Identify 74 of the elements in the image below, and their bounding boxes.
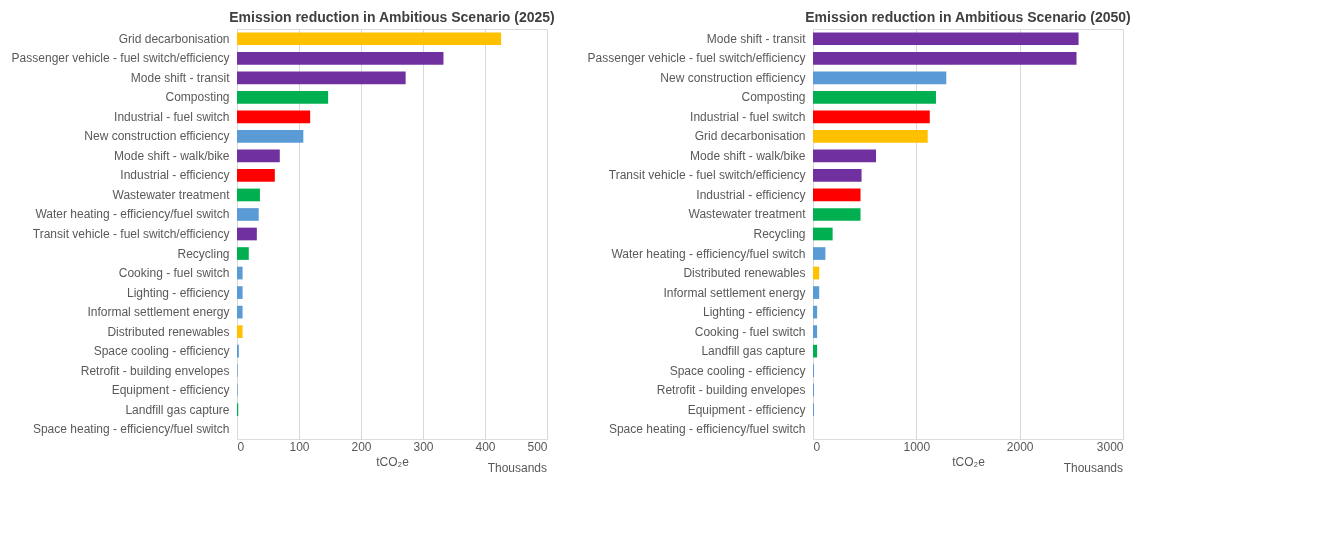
bar (237, 169, 275, 182)
x-tick-label: 0 (237, 439, 245, 454)
y-tick-label: Wastewater treatment (112, 187, 231, 202)
y-tick-label: Grid decarbonisation (694, 129, 806, 144)
y-tick-label: New construction efficiency (84, 129, 230, 144)
bar (237, 51, 444, 65)
y-tick-label: Retrofit - building envelopes (656, 383, 806, 398)
y-tick-label: Composting (741, 90, 806, 105)
y-tick-label: Cooking - fuel switch (118, 266, 230, 281)
y-tick-label: Informal settlement energy (663, 285, 806, 300)
bar (237, 149, 280, 163)
y-tick-label: Retrofit - building envelopes (80, 363, 230, 378)
y-tick-label: Cooking - fuel switch (694, 324, 806, 339)
bar (237, 90, 329, 104)
bar (237, 247, 249, 260)
y-tick-label: Industrial - efficiency (696, 187, 806, 202)
bar (237, 305, 243, 319)
x-tick-label: 0 (813, 439, 821, 454)
x-tick-label: 400 (475, 439, 496, 454)
text: Thousands (487, 461, 547, 475)
bar (237, 188, 260, 202)
y-tick-label: Water heating - efficiency/fuel switch (35, 207, 230, 222)
y-tick-label: Equipment - efficiency (111, 383, 230, 398)
bar (237, 71, 406, 85)
y-tick-label: Informal settlement energy (87, 305, 230, 320)
y-tick-label: Industrial - fuel switch (114, 109, 230, 124)
y-tick-label: Equipment - efficiency (687, 402, 806, 417)
y-tick-label: Passenger vehicle - fuel switch/efficiency (11, 51, 230, 66)
y-tick-label: Mode shift - transit (706, 31, 807, 46)
text: Thousands (1063, 461, 1123, 475)
bar (237, 32, 502, 46)
y-tick-label: Landfill gas capture (125, 402, 230, 417)
x-tick-label: 1000 (903, 439, 931, 454)
y-tick-label: Industrial - efficiency (120, 168, 230, 183)
y-tick-label: Space heating - efficiency/fuel switch (32, 422, 230, 437)
bar (237, 130, 304, 143)
x-tick-label: 3000 (1096, 439, 1124, 454)
y-tick-label: Space cooling - efficiency (93, 344, 230, 359)
x-tick-label: 100 (289, 439, 310, 454)
y-tick-label: Space cooling - efficiency (669, 363, 806, 378)
y-tick-label: Mode shift - walk/bike (690, 148, 806, 163)
y-tick-label: Mode shift - transit (130, 70, 231, 85)
x-tick-label: 500 (527, 439, 548, 454)
y-tick-label: Recycling (177, 246, 230, 261)
y-tick-label: Lighting - efficiency (702, 305, 806, 320)
y-tick-label: Transit vehicle - fuel switch/efficiency (608, 168, 806, 183)
y-tick-label: New construction efficiency (660, 70, 806, 85)
y-tick-label: Wastewater treatment (688, 207, 807, 222)
chart-title: Emission reduction in Ambitious Scenario (2050) (805, 9, 1131, 25)
y-tick-label: Distributed renewables (683, 266, 806, 281)
bar (237, 208, 259, 221)
bar (237, 110, 311, 124)
x-axis-title: tCO₂e (376, 454, 410, 469)
bar (237, 286, 243, 299)
x-tick-label: 200 (351, 439, 372, 454)
y-tick-label: Space heating - efficiency/fuel switch (608, 422, 806, 437)
bar (237, 325, 243, 338)
bar (237, 227, 257, 241)
y-tick-label: Recycling (753, 227, 806, 241)
y-tick-label: Passenger vehicle - fuel switch/efficiency (587, 51, 806, 66)
y-tick-label: Industrial - fuel switch (690, 109, 806, 124)
y-tick-label: Water heating - efficiency/fuel switch (611, 246, 806, 261)
y-tick-label: Distributed renewables (107, 324, 230, 339)
y-tick-label: Mode shift - walk/bike (114, 148, 230, 163)
chart-title: Emission reduction in Ambitious Scenario (2025) (229, 9, 555, 25)
y-tick-label: Composting (165, 90, 230, 105)
y-tick-label: Grid decarbonisation (118, 31, 230, 46)
y-tick-label: Transit vehicle - fuel switch/efficiency (32, 227, 230, 241)
y-tick-label: Lighting - efficiency (126, 285, 230, 300)
x-tick-label: 300 (413, 439, 434, 454)
y-tick-label: Landfill gas capture (701, 344, 806, 359)
bar (237, 266, 243, 280)
x-axis-title: tCO₂e (952, 454, 986, 469)
x-tick-label: 2000 (1006, 439, 1034, 454)
